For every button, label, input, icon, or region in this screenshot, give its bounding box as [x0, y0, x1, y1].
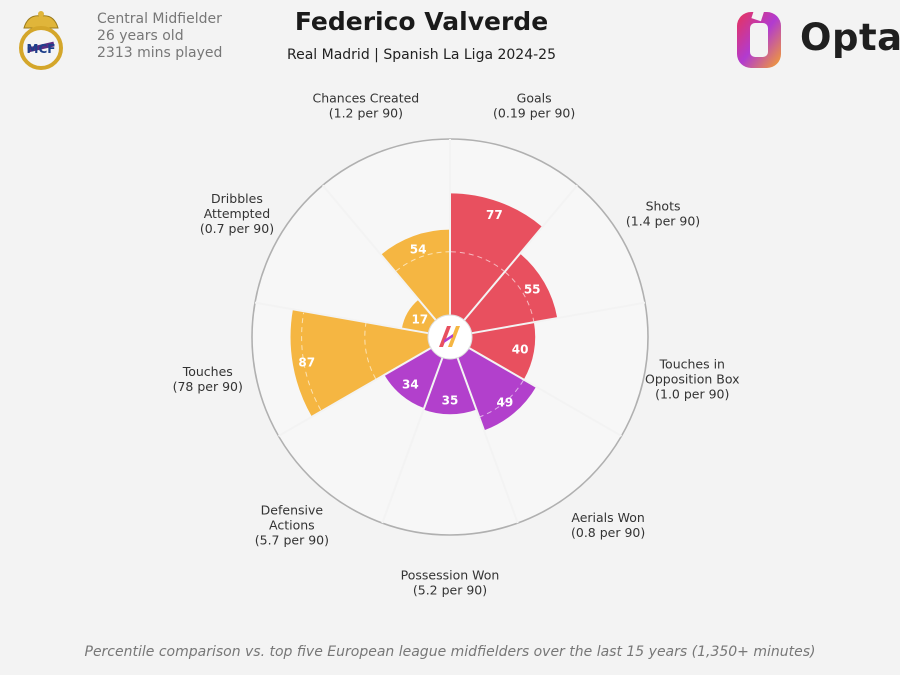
- center-mark: [439, 326, 451, 347]
- center-emblem: [427, 314, 473, 360]
- bar-guide-arc: [450, 251, 505, 272]
- bar-value-label: 40: [512, 342, 529, 356]
- bar-guide-arc: [505, 271, 535, 322]
- chart-spokes: [254, 139, 646, 524]
- player-minutes: 2313 mins played: [97, 45, 223, 61]
- category-label: Goals (0.19 per 90): [493, 90, 575, 120]
- bar-touches-in-opposition-box: [469, 322, 536, 380]
- center-mark: [444, 334, 453, 343]
- category-label: Possession Won (5.2 per 90): [401, 568, 500, 598]
- bar-guide-arc: [301, 312, 322, 411]
- bar-guide-arc: [479, 380, 524, 418]
- player-info: Central Midfielder 26 years old 2313 min…: [97, 11, 222, 62]
- spoke: [471, 301, 646, 335]
- bar-chances-created: [381, 229, 450, 321]
- bar-possession-won: [423, 357, 477, 415]
- chart-category-labels: Goals (0.19 per 90) Shots (1.4 per 90) Touch…: [173, 90, 740, 597]
- footnote: Percentile comparison vs. top five Europ…: [84, 644, 816, 660]
- spoke: [254, 301, 429, 335]
- player-name-title: Federico Valverde: [294, 7, 549, 36]
- chart-bars: [290, 193, 558, 431]
- category-label: Touches in Opposition Box (1.0 per 90): [645, 357, 740, 402]
- bar-value-label: 35: [442, 393, 459, 407]
- bar-guide-arc: [364, 323, 377, 380]
- bar-goals: [450, 193, 543, 321]
- bar-value-label: 55: [524, 283, 541, 297]
- spoke: [456, 357, 519, 524]
- bar-defensive-actions: [384, 348, 443, 409]
- player-position: Central Midfielder: [97, 11, 222, 27]
- bar-value-label: 17: [411, 313, 428, 327]
- bar-value-label: 34: [402, 377, 419, 391]
- chart-value-labels: 77 55 40 49 35 34 87 17 54: [298, 208, 540, 409]
- bar-value-label: 49: [497, 395, 514, 409]
- bar-value-label: 87: [298, 355, 315, 369]
- opta-wordmark: Opta: [800, 16, 900, 59]
- opta-logo: [737, 8, 781, 68]
- bar-guide-arc: [395, 251, 450, 272]
- bar-touches: [290, 309, 431, 417]
- club-crest-logo: MCF: [19, 11, 63, 70]
- category-label: Defensive Actions (5.7 per 90): [255, 502, 329, 547]
- center-mark: [448, 326, 460, 347]
- spoke: [463, 184, 579, 321]
- club-league-subtitle: Real Madrid | Spanish La Liga 2024-25: [287, 47, 556, 63]
- player-age: 26 years old: [97, 28, 184, 44]
- bar-dribbles-attempted: [401, 299, 436, 334]
- spoke: [468, 347, 622, 437]
- spoke: [321, 184, 437, 321]
- bar-shots: [464, 253, 558, 334]
- category-label: Dribbles Attempted (0.7 per 90): [200, 191, 274, 236]
- category-label: Aerials Won (0.8 per 90): [571, 510, 645, 540]
- spoke: [381, 357, 444, 524]
- bar-value-label: 77: [486, 208, 503, 222]
- bar-value-label: 54: [410, 242, 427, 256]
- category-label: Chances Created (1.2 per 90): [312, 90, 419, 120]
- category-label: Touches (78 per 90): [173, 364, 243, 394]
- category-label: Shots (1.4 per 90): [626, 199, 700, 229]
- spoke: [278, 347, 432, 437]
- svg-text:MCF: MCF: [27, 42, 56, 56]
